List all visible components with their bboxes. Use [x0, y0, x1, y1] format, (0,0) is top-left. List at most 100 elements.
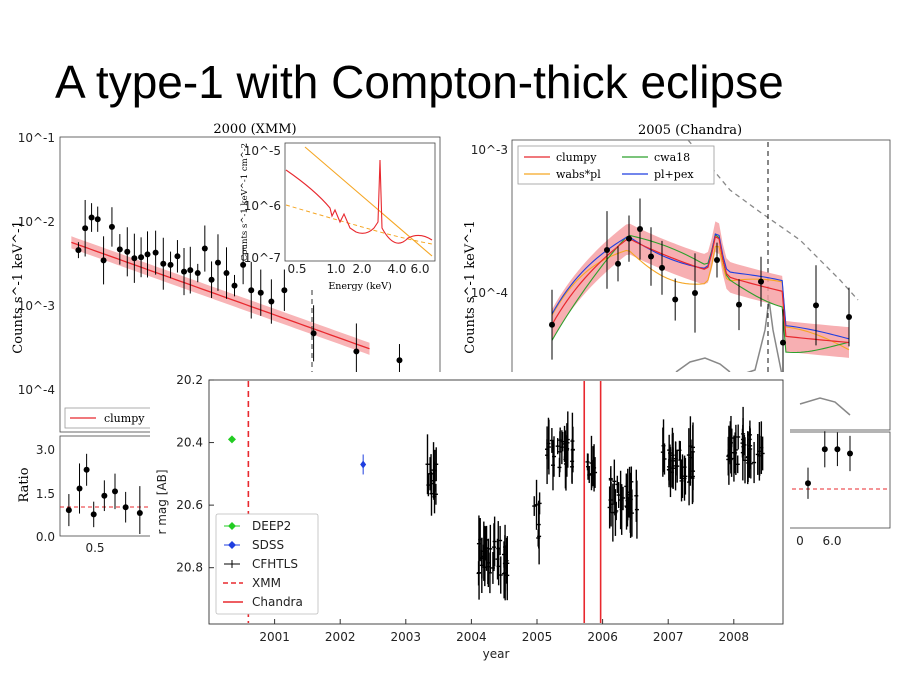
xmm-data-point — [167, 261, 174, 268]
chandra-data-point — [659, 264, 665, 271]
lc-xtick-label: 2004 — [456, 630, 487, 644]
xmm-ratio-point — [136, 509, 143, 516]
svg-text:Counts s^-1 keV^-1: Counts s^-1 keV^-1 — [463, 220, 478, 353]
chandra-grey-line-profile — [739, 299, 783, 376]
legend-label-chandra: Chandra — [252, 595, 303, 609]
xmm-inset-ytick-0: 10^-5 — [244, 144, 281, 158]
chandra-model-curves — [551, 221, 850, 358]
xmm-inset-xtick-1: 1.0 — [326, 262, 345, 276]
xmm-data-point — [353, 348, 360, 355]
svg-text:Counts s^-1 keV^-1: Counts s^-1 keV^-1 — [11, 220, 26, 353]
lc-xtick-label: 2001 — [259, 630, 290, 644]
legend-label-cfhtls: CFHTLS — [252, 557, 298, 571]
xmm-data-point — [396, 357, 403, 364]
lc-ytick-label: 20.2 — [176, 373, 203, 387]
xmm-ratio-ylabel: Ratio — [17, 467, 32, 502]
xmm-title: 2000 (XMM) — [213, 122, 296, 137]
xmm-data-point — [144, 251, 151, 258]
xmm-ylabel: Counts s^-1 keV^-1 — [11, 220, 26, 353]
xmm-data-point — [174, 253, 181, 260]
xmm-ratio-point — [122, 504, 129, 511]
svg-text:r mag [AB]: r mag [AB] — [155, 469, 169, 534]
xmm-inset-ylabel: Counts s^-1 keV^-1 cm^-2 — [240, 143, 250, 261]
legend-marker-sdss — [224, 541, 240, 549]
chandra-legend-label-1: wabs*pl — [556, 168, 601, 181]
lightcurve-y-axis: 20.2 20.4 20.6 20.8 — [176, 373, 214, 575]
xmm-data-point — [257, 289, 264, 296]
chandra-ytick-0: 10^-3 — [471, 143, 508, 157]
chandra-ylabel: Counts s^-1 keV^-1 — [463, 220, 478, 353]
chandra-data-point — [648, 253, 654, 260]
xmm-ytick-2: 10^-3 — [18, 299, 55, 313]
chandra-data-point — [549, 321, 555, 328]
xmm-ratio-point — [101, 492, 108, 499]
xmm-data-point — [108, 223, 115, 230]
lightcurve-frame — [208, 379, 784, 625]
xmm-ratio-point — [65, 507, 72, 514]
xmm-data-point — [248, 287, 255, 294]
xmm-data-point — [187, 267, 194, 274]
xmm-ratio-ytick-2: 0.0 — [36, 530, 55, 544]
xmm-model-band — [71, 236, 370, 355]
xmm-data-point — [240, 261, 247, 268]
xmm-inset-orange-line — [304, 146, 433, 257]
xmm-inset-xtick-3: 4.0 — [387, 262, 406, 276]
chandra-data-point — [692, 290, 698, 296]
legend-marker-cfhtls — [224, 560, 240, 568]
xmm-inset-xtick-4: 6.0 — [410, 262, 429, 276]
xmm-data-point — [231, 282, 238, 289]
chandra-ratio-point — [847, 450, 853, 457]
chandra-ratio-xtick-1: 6.0 — [822, 534, 841, 548]
xmm-data-point — [201, 245, 208, 252]
xmm-data-point — [281, 287, 288, 294]
xmm-ratio-xtick-0: 0.5 — [85, 541, 104, 555]
chandra-data-point — [780, 339, 786, 346]
lc-xtick-label: 2008 — [719, 630, 750, 644]
xmm-data-point — [88, 214, 95, 221]
lc-ytick-label: 20.8 — [176, 561, 203, 575]
chandra-grey-dashed-curve — [687, 139, 859, 301]
chandra-ratio-xtick-0: 0 — [796, 534, 804, 548]
xmm-data-point — [82, 225, 89, 232]
chandra-ratio-point — [821, 446, 828, 453]
chandra-data-point — [846, 313, 852, 320]
chandra-data-point — [615, 260, 621, 267]
xmm-data-point — [116, 246, 123, 253]
legend-label-deep2: DEEP2 — [252, 519, 291, 533]
xmm-ratio-point — [112, 488, 118, 495]
xmm-ytick-0: 10^-1 — [18, 131, 55, 145]
xmm-data-point — [94, 216, 101, 223]
xmm-data-point — [131, 255, 138, 262]
xmm-data-point — [208, 276, 215, 283]
xmm-data-point — [214, 259, 221, 266]
xmm-ratio-point — [83, 466, 90, 473]
lightcurve-legend-box — [215, 513, 319, 615]
xmm-inset-ytick-2: 10^-7 — [244, 251, 281, 265]
xmm-ytick-1: 10^-2 — [18, 215, 55, 229]
xmm-inset-frame — [284, 142, 436, 262]
lc-xtick-label: 2003 — [391, 630, 422, 644]
chandra-data-point — [672, 296, 679, 303]
xmm-ratio-ytick-0: 3.0 — [36, 443, 55, 457]
chandra-legend-label-2: cwa18 — [654, 151, 690, 164]
chandra-model-uncertainty — [552, 221, 849, 358]
legend-label-sdss: SDSS — [252, 538, 284, 552]
xmm-data-point — [75, 247, 82, 254]
xmm-inset-orange-dashed — [285, 204, 433, 245]
chandra-data-point — [626, 235, 632, 242]
lightcurve-points — [227, 406, 765, 601]
xmm-data-point — [181, 268, 188, 275]
chandra-grey-low-curve-2 — [799, 397, 851, 416]
xmm-data-point — [100, 257, 107, 264]
xmm-ytick-3: 10^-4 — [18, 383, 55, 397]
chandra-data-point — [637, 226, 643, 233]
svg-text:Counts s^-1 keV^-1 cm^-2: Counts s^-1 keV^-1 cm^-2 — [240, 143, 250, 261]
chandra-model-variant — [551, 233, 850, 354]
xmm-data-point — [310, 330, 317, 337]
chandra-title: 2005 (Chandra) — [638, 123, 742, 138]
xmm-ratio-point — [76, 485, 83, 492]
lc-ytick-label: 20.4 — [176, 436, 203, 450]
xmm-ratio-point — [90, 511, 97, 518]
lightcurve-x-axis: 2001 2002 2003 2004 2005 2006 2007 2008 — [259, 619, 749, 644]
